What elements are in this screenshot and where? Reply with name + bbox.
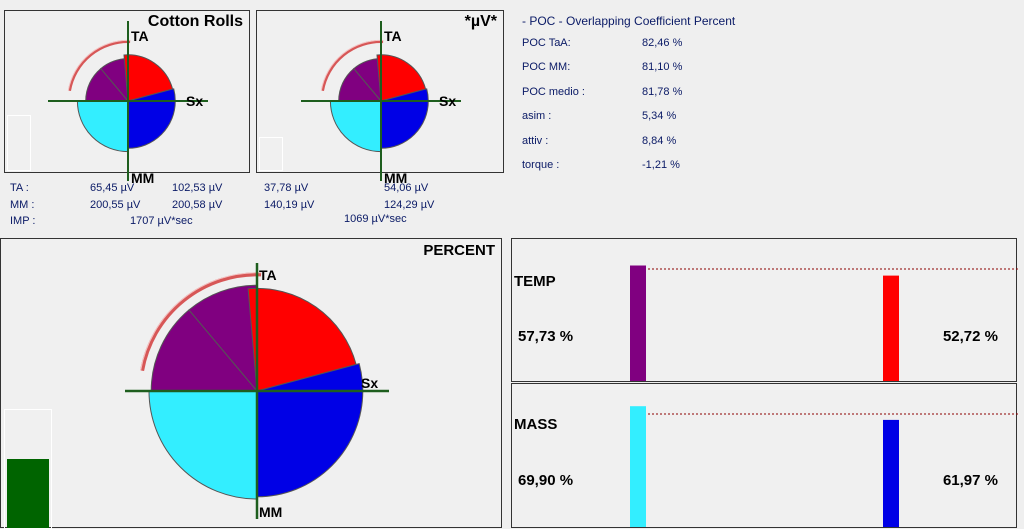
mm-value-3: 140,19 µV xyxy=(264,199,315,211)
pie-slice-cyan xyxy=(329,100,382,153)
microvolt-title: *µV* xyxy=(464,13,497,30)
temp-left-value: 57,73 % xyxy=(518,328,574,345)
mass-left-value: 69,90 % xyxy=(518,472,574,489)
reference-arc-highlight xyxy=(320,39,384,91)
pie-slice-purple-upper xyxy=(188,284,258,393)
ta-value-4: 54,06 µV xyxy=(384,182,429,194)
mm-row-label: MM : xyxy=(10,199,35,211)
pie-chart-middle: TA Sx MM xyxy=(301,21,461,186)
mm-value-4: 124,29 µV xyxy=(384,199,435,211)
axis-label-sx: Sx xyxy=(186,93,203,109)
temp-panel: TEMP 57,73 % 52,72 % xyxy=(511,238,1018,382)
mass-bar-chart xyxy=(630,406,1018,527)
mm-value-2: 200,58 µV xyxy=(172,199,223,211)
reference-arc-highlight xyxy=(140,272,262,371)
poc-medio-label: POC medio : xyxy=(522,86,585,98)
temp-right-value: 52,72 % xyxy=(942,328,998,345)
pie-slice-blue xyxy=(256,390,364,498)
ta-value-1: 65,45 µV xyxy=(90,182,135,194)
cotton-rolls-panel: Cotton Rolls TA Sx MM xyxy=(4,10,250,186)
pie-slice-red xyxy=(247,287,357,392)
poc-medio-value: 81,78 % xyxy=(642,86,683,98)
ta-value-3: 37,78 µV xyxy=(264,182,309,194)
temp-bar-chart xyxy=(630,265,1018,381)
axis-label-ta: TA xyxy=(259,267,277,283)
left-bar xyxy=(630,265,646,381)
mm-value-1: 200,55 µV xyxy=(90,199,141,211)
poc-mm-label: POC MM: xyxy=(522,61,571,73)
percent-title: PERCENT xyxy=(423,242,495,259)
mass-right-value: 61,97 % xyxy=(942,472,998,489)
reference-arc xyxy=(68,40,131,91)
pie-chart-left: TA Sx MM xyxy=(48,21,208,186)
right-bar xyxy=(883,275,899,381)
mass-title: MASS xyxy=(514,416,558,433)
attiv-label: attiv : xyxy=(522,135,549,147)
mass-panel: MASS 69,90 % 61,97 % xyxy=(511,383,1018,528)
percent-panel: PERCENT TA Sx MM xyxy=(0,238,502,529)
right-bar xyxy=(883,419,899,527)
reference-arc-highlight xyxy=(67,39,131,91)
cotton-rolls-title: Cotton Rolls xyxy=(147,13,243,30)
microvolt-panel: *µV* TA Sx MM xyxy=(256,10,504,186)
pie-slice-blue xyxy=(380,100,429,149)
imp-value-2: 1069 µV*sec xyxy=(344,213,407,225)
axis-label-ta: TA xyxy=(131,28,149,44)
poc-taa-label: POC TaA: xyxy=(522,37,571,49)
reference-arc xyxy=(140,272,262,372)
axis-label-mm: MM xyxy=(259,504,282,520)
pie-slice-blue xyxy=(127,100,176,149)
level-indicator-main xyxy=(4,409,52,529)
pie-chart-main: TA Sx MM xyxy=(125,263,389,520)
ta-value-2: 102,53 µV xyxy=(172,182,223,194)
temp-title: TEMP xyxy=(514,273,556,290)
level-fill xyxy=(7,458,49,528)
imp-row-label: IMP : xyxy=(10,215,36,227)
level-indicator-left xyxy=(7,115,31,171)
attiv-value: 8,84 % xyxy=(642,135,677,147)
poc-header: - POC - Overlapping Coefficient Percent xyxy=(522,14,736,28)
poc-taa-value: 82,46 % xyxy=(642,37,683,49)
axis-label-sx: Sx xyxy=(361,375,378,391)
reference-arc xyxy=(321,40,384,91)
ta-row-label: TA : xyxy=(10,182,29,194)
torque-label: torque : xyxy=(522,159,560,171)
pie-slice-cyan xyxy=(148,390,258,500)
axis-label-mm: MM xyxy=(131,170,154,186)
pie-slice-cyan xyxy=(76,100,129,153)
pie-slice-purple-lower xyxy=(150,309,259,392)
axis-label-sx: Sx xyxy=(439,93,456,109)
level-indicator-middle xyxy=(259,137,283,171)
asim-label: asim : xyxy=(522,110,552,122)
asim-value: 5,34 % xyxy=(642,110,677,122)
left-bar xyxy=(630,406,646,527)
imp-value-1: 1707 µV*sec xyxy=(130,215,193,227)
axis-label-mm: MM xyxy=(384,170,407,186)
torque-value: -1,21 % xyxy=(642,159,680,171)
axis-label-ta: TA xyxy=(384,28,402,44)
poc-mm-value: 81,10 % xyxy=(642,61,683,73)
